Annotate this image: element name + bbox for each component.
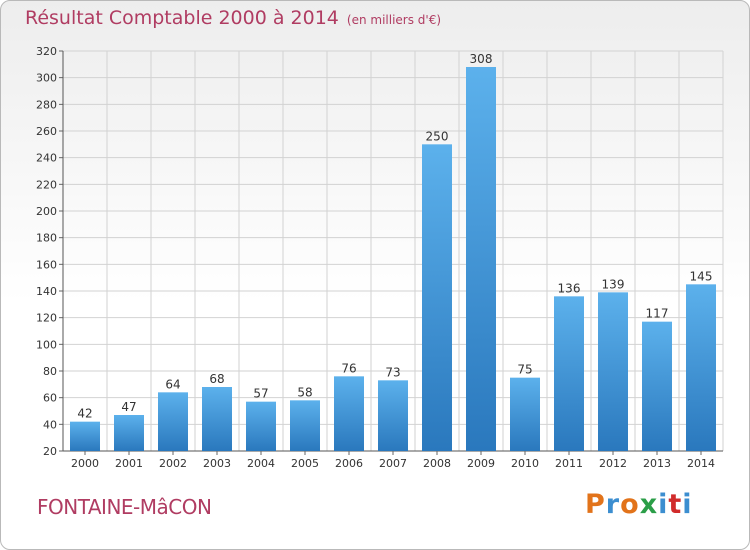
x-tick-label: 2011: [555, 457, 583, 470]
bar: [290, 400, 320, 451]
x-tick-label: 2006: [335, 457, 363, 470]
y-tick-label: 320: [36, 45, 57, 58]
bar-value-label: 139: [602, 277, 625, 291]
bar: [158, 392, 188, 451]
labels: 20 40 60 80 100 120 140 160 180 200 220 240 260 280 30…: [36, 45, 715, 470]
bar-value-label: 250: [426, 129, 449, 143]
x-tick-label: 2007: [379, 457, 407, 470]
bar: [686, 284, 716, 451]
bar: [598, 292, 628, 451]
x-tick-label: 2012: [599, 457, 627, 470]
x-tick-label: 2002: [159, 457, 187, 470]
bar-value-label: 42: [77, 407, 92, 421]
x-tick-label: 2005: [291, 457, 319, 470]
y-tick-label: 220: [36, 178, 57, 191]
bar: [422, 144, 452, 452]
y-tick-label: 120: [36, 312, 57, 325]
bar-value-label: 68: [209, 372, 224, 386]
x-tick-label: 2003: [203, 457, 231, 470]
bar: [642, 321, 672, 451]
chart-subtitle: (en milliers d'€): [346, 13, 442, 27]
x-tick-label: 2009: [467, 457, 495, 470]
bar-value-label: 308: [470, 52, 493, 66]
bar-value-label: 57: [253, 387, 268, 401]
y-tick-label: 180: [36, 232, 57, 245]
logo-letter: x: [639, 489, 659, 520]
bar-value-label: 64: [165, 377, 180, 391]
y-tick-label: 20: [43, 445, 57, 458]
bar-value-label: 136: [558, 281, 581, 295]
bar-value-label: 58: [297, 385, 312, 399]
x-tick-label: 2004: [247, 457, 275, 470]
y-tick-label: 40: [43, 418, 57, 431]
x-tick-label: 2008: [423, 457, 451, 470]
bar: [114, 415, 144, 451]
bar-value-label: 76: [341, 361, 356, 375]
logo-letter: i: [658, 489, 669, 520]
bar: [466, 67, 496, 451]
chart-title-text: Résultat Comptable 2000 à 2014: [25, 7, 339, 29]
y-tick-label: 240: [36, 152, 57, 165]
x-tick-label: 2000: [71, 457, 99, 470]
commune-name: FONTAINE-MâCON: [37, 495, 212, 519]
y-tick-label: 260: [36, 125, 57, 138]
bar: [334, 376, 364, 451]
y-tick-label: 100: [36, 338, 57, 351]
bar: [246, 401, 276, 451]
logo-letter: P: [585, 489, 606, 520]
logo-letter: t: [668, 489, 683, 520]
y-tick-label: 60: [43, 392, 57, 405]
bar: [554, 296, 584, 451]
x-tick-label: 2001: [115, 457, 143, 470]
bar: [510, 377, 540, 451]
x-tick-label: 2014: [687, 457, 715, 470]
bar-value-label: 47: [121, 400, 136, 414]
y-tick-label: 280: [36, 98, 57, 111]
y-tick-label: 140: [36, 285, 57, 298]
chart-title: Résultat Comptable 2000 à 2014 (en millie…: [25, 7, 441, 29]
logo-letter: i: [682, 489, 693, 520]
proxiti-logo[interactable]: Proxiti: [585, 489, 693, 520]
bar-value-label: 73: [385, 365, 400, 379]
x-tick-label: 2013: [643, 457, 671, 470]
bar: [378, 380, 408, 451]
bar-value-label: 145: [690, 269, 713, 283]
y-tick-label: 300: [36, 72, 57, 85]
logo-letter: o: [620, 489, 640, 520]
bars: [70, 67, 716, 452]
y-tick-label: 80: [43, 365, 57, 378]
y-tick-label: 200: [36, 205, 57, 218]
bar: [202, 387, 232, 451]
y-tick-label: 160: [36, 258, 57, 271]
bar: [70, 421, 100, 451]
bar-value-label: 117: [646, 307, 669, 321]
logo-letter: r: [605, 489, 621, 520]
bar-value-label: 75: [517, 363, 532, 377]
x-tick-label: 2010: [511, 457, 539, 470]
